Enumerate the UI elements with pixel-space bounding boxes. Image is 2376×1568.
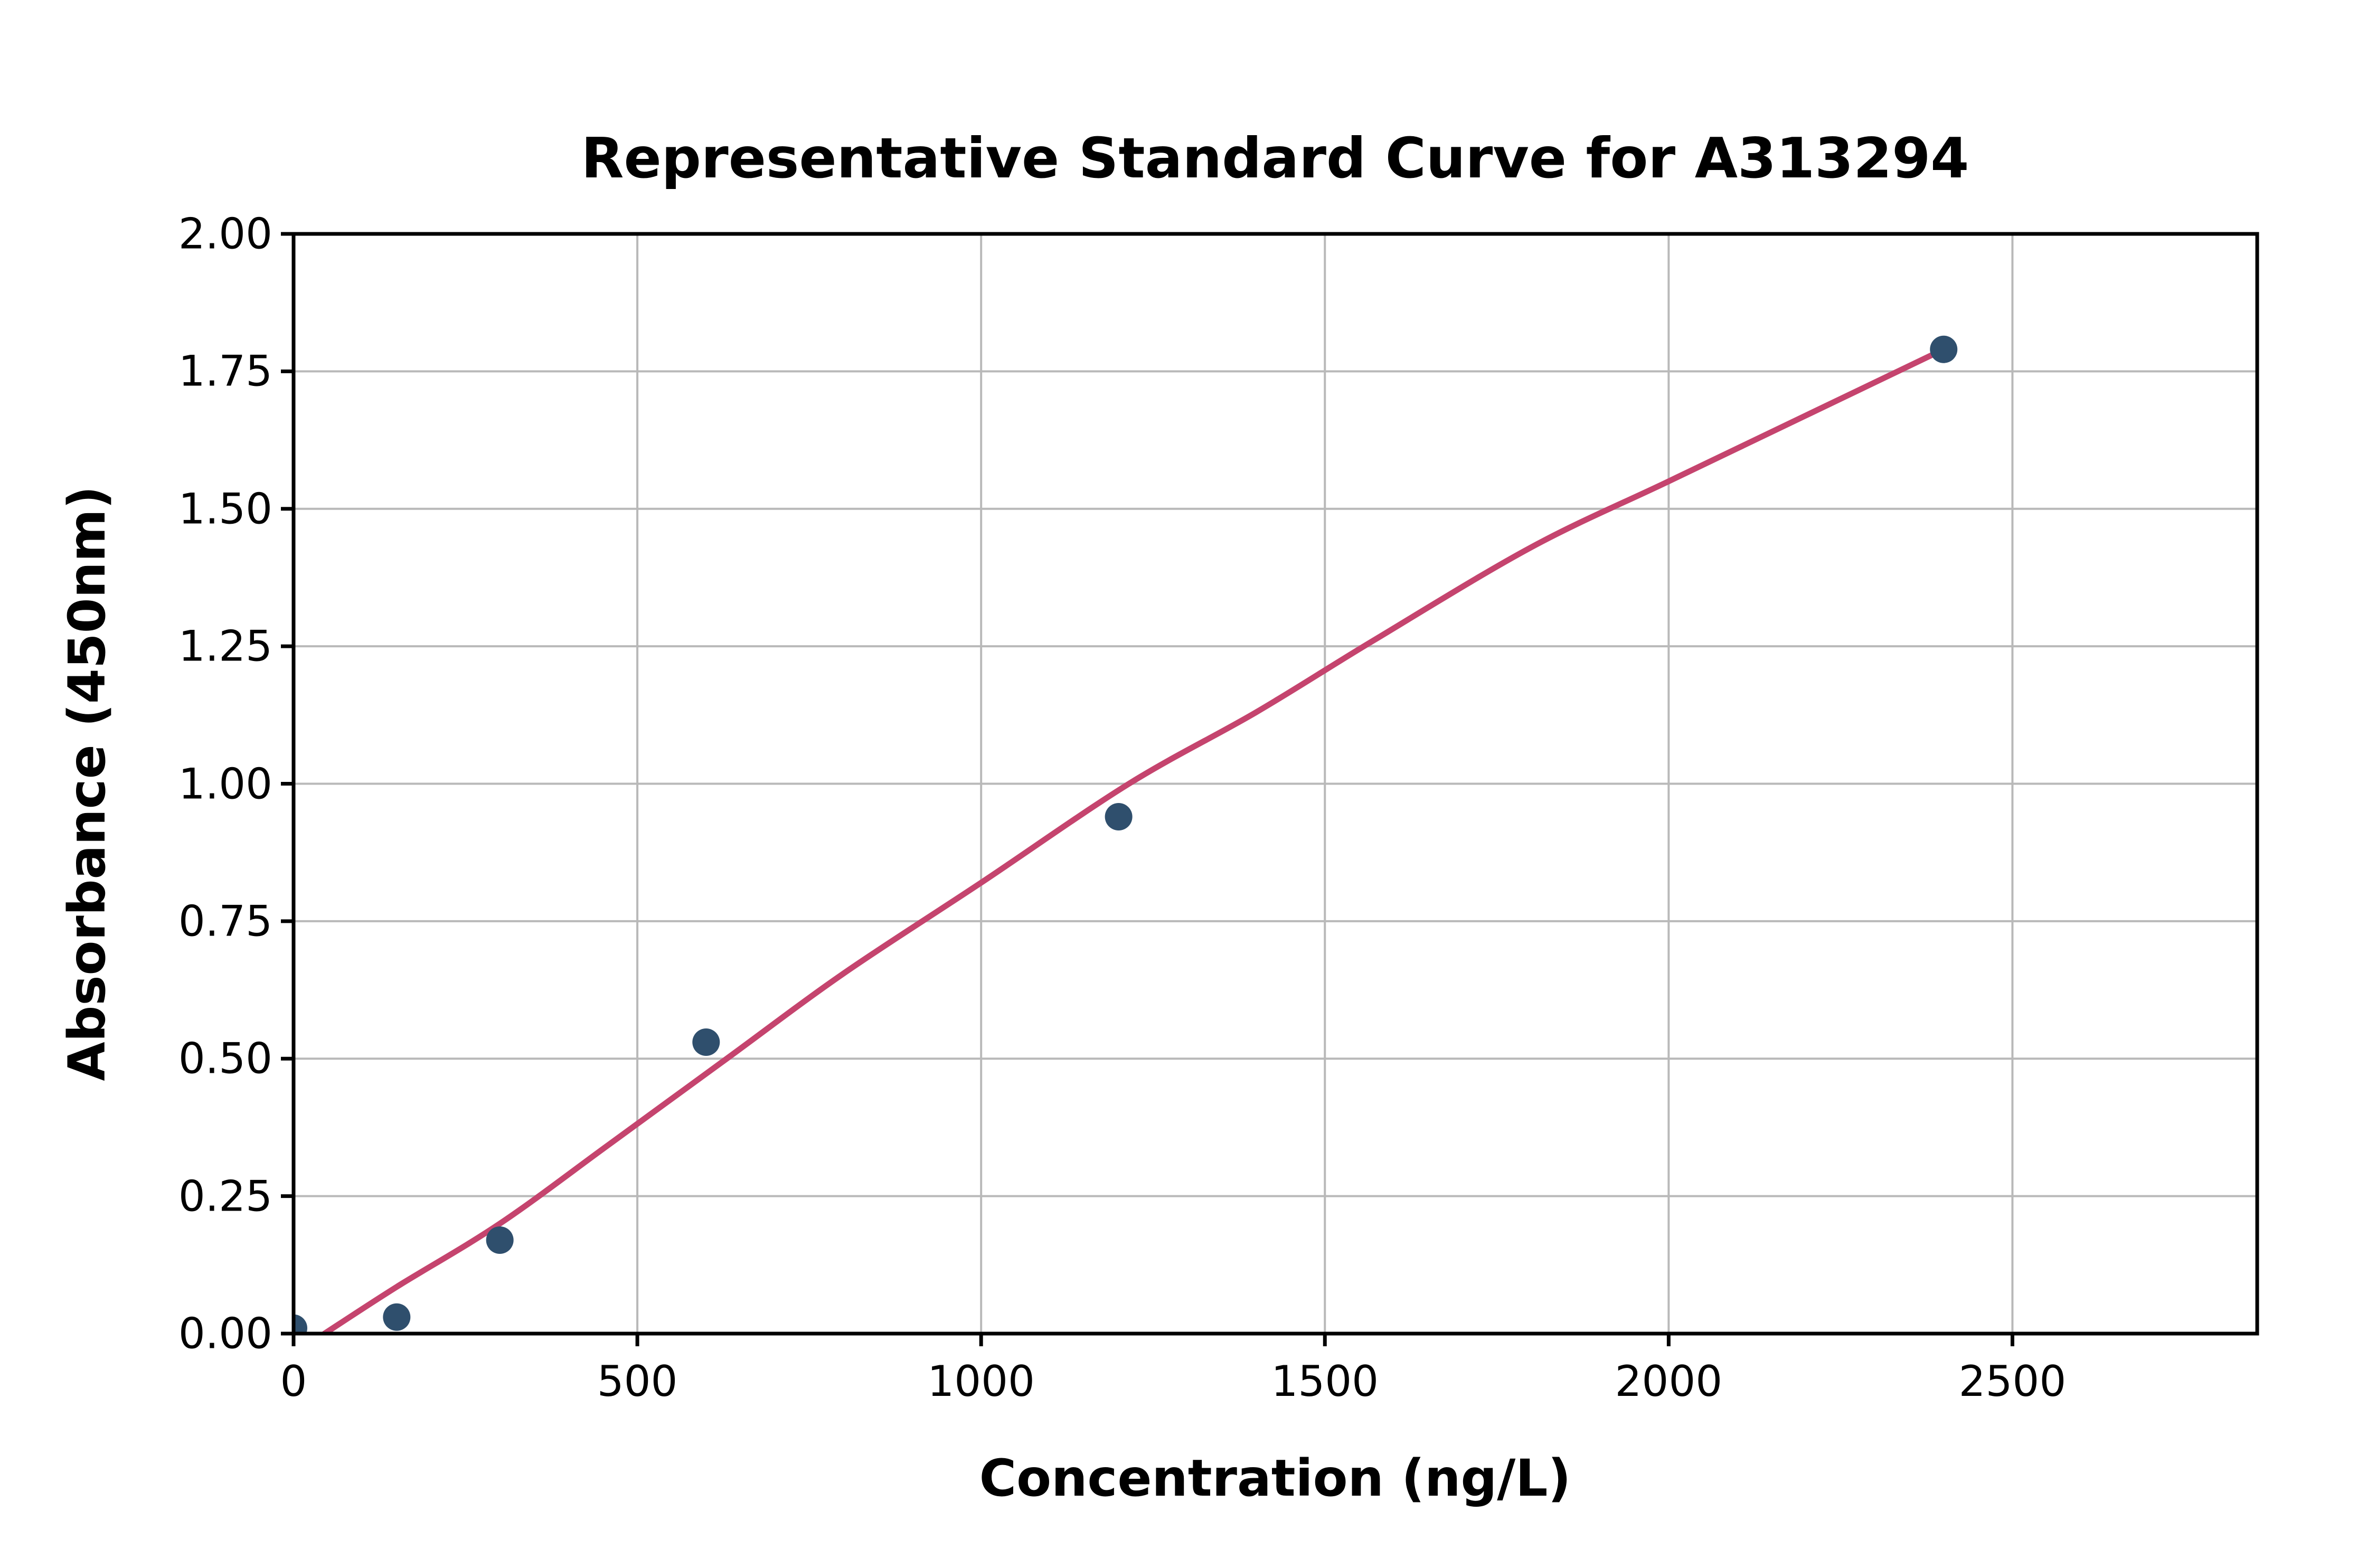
data-point [1105,802,1133,830]
x-tick-label: 2500 [1958,1357,2067,1406]
fit-curve [322,346,1947,1334]
data-point [1930,335,1958,363]
chart-title: Representative Standard Curve for A31329… [581,126,1969,191]
y-tick-label: 2.00 [178,209,272,259]
data-point [692,1028,720,1056]
y-tick-label: 1.25 [178,621,272,671]
y-tick-label: 1.75 [178,346,272,396]
y-tick-label: 0.25 [178,1172,272,1221]
data-point [383,1303,411,1331]
y-tick-label: 1.50 [178,484,272,534]
data-point [294,1314,307,1334]
data-point [486,1226,514,1254]
y-tick-label: 0.75 [178,896,272,946]
x-tick-label: 1500 [1271,1357,1379,1406]
y-tick-label: 0.00 [178,1309,272,1358]
y-tick-label: 1.00 [178,759,272,808]
y-tick-label: 0.50 [178,1034,272,1083]
x-tick-label: 1000 [927,1357,1035,1406]
x-tick-label: 2000 [1615,1357,1723,1406]
x-tick-label: 500 [597,1357,678,1406]
x-axis-title: Concentration (ng/L) [979,1449,1571,1508]
x-tick-label: 0 [280,1357,307,1406]
